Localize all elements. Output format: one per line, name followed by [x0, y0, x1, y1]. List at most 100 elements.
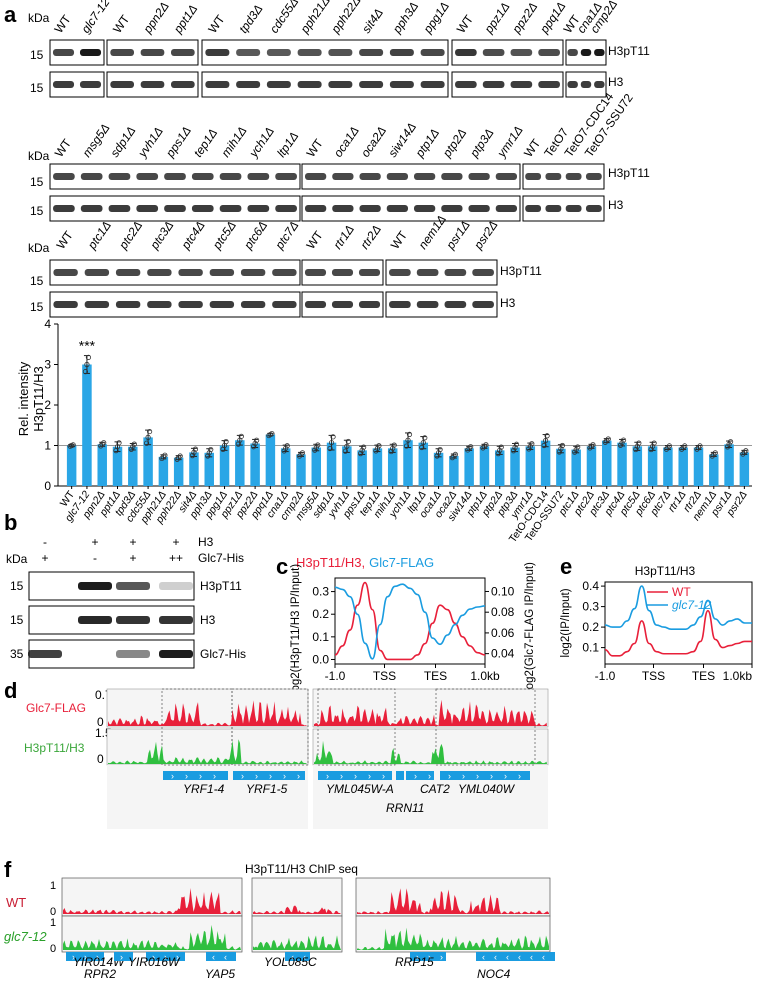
h3-label-row3: H3 — [500, 296, 516, 310]
bar-data-point — [483, 442, 489, 448]
band-h3pt11 — [80, 173, 103, 180]
bar-data-point — [177, 453, 183, 459]
bar-data-point — [130, 444, 136, 450]
bar-data-point — [437, 446, 443, 453]
band-h3pt11 — [304, 269, 327, 276]
strand-arrow-f: ‹ — [494, 952, 497, 962]
panel-e-title: H3pT11/H3 — [635, 564, 696, 578]
bar — [97, 444, 107, 486]
lane-label: ych1Δ — [246, 124, 277, 160]
panel-c-frame — [334, 577, 486, 665]
bar-data-point — [682, 443, 688, 449]
lane-label: WT — [388, 228, 411, 252]
signal-track — [253, 935, 341, 950]
band-h3 — [209, 301, 235, 308]
bar-data-point — [544, 433, 550, 439]
bar — [449, 456, 459, 486]
panel-e-letter: e — [560, 554, 572, 579]
band-h3 — [147, 301, 172, 308]
blot-row-2: WT msg5Δsdp1Δyvh1Δpps1Δtep1Δmih1Δych1Δltp… — [49, 90, 636, 222]
lane-label: ymr1Δ — [494, 123, 526, 160]
band-h3pt11 — [420, 49, 445, 56]
profile-line-glc7-12 — [604, 585, 752, 630]
bar-data-point — [176, 455, 182, 461]
bar-data-point — [101, 440, 107, 446]
bar-data-point — [388, 448, 394, 455]
marker-15-row2-top: 15 — [30, 175, 44, 189]
strand-arrow-f: › — [164, 952, 167, 962]
band-h3pt11 — [413, 173, 436, 180]
bar-data-point — [712, 450, 718, 456]
band-h3 — [510, 81, 533, 88]
band-h3pt11 — [178, 269, 203, 276]
band-h3pt11 — [236, 49, 261, 56]
bar-data-point — [619, 440, 625, 446]
bar-data-point — [665, 444, 671, 451]
h3-label-row1: H3 — [608, 75, 624, 89]
band-h3 — [420, 81, 445, 88]
band-h3 — [110, 81, 134, 88]
band-h3 — [545, 205, 562, 212]
band-h3 — [580, 81, 592, 88]
marker-15-row2-bottom: 15 — [30, 204, 44, 218]
bar-data-point — [342, 448, 348, 454]
band-b — [116, 616, 150, 624]
bar-data-point — [497, 447, 503, 453]
lane-label: WT — [52, 136, 75, 160]
bar-data-point — [327, 445, 333, 452]
bar-data-point — [405, 437, 411, 443]
panel-b-marker: 35 — [10, 647, 24, 661]
band-h3 — [272, 301, 297, 308]
strand-arrow: › — [448, 771, 451, 781]
bar — [479, 446, 490, 486]
band-h3pt11 — [110, 49, 134, 56]
band-h3 — [53, 301, 78, 308]
bar-data-point — [84, 361, 90, 368]
strand-arrow: › — [297, 771, 300, 781]
bar-data-point — [466, 445, 472, 451]
band-h3pt11 — [482, 49, 505, 56]
band-h3pt11 — [147, 269, 172, 276]
bar-data-point — [162, 452, 168, 458]
region-outline — [435, 688, 536, 766]
panel-f-title: H3pT11/H3 ChIP seq — [245, 862, 358, 876]
bar — [403, 440, 413, 486]
gene-bar-f — [206, 952, 236, 961]
bar — [326, 442, 337, 486]
bar-ytick-label: 0 — [44, 479, 51, 493]
bar-data-point — [128, 446, 134, 452]
track1-min: 0 — [97, 715, 104, 729]
panel-e-profile-plot: e H3pT11/H3 0.1 0.2 0.3 0.4 -1.0 TSS TES 1.0kb l… — [560, 554, 753, 683]
lane-label: ppn2Δ — [140, 0, 172, 37]
kda-label-row2: kDa — [28, 149, 50, 163]
bar-data-point — [205, 453, 211, 459]
bar — [189, 452, 199, 486]
band-h3pt11 — [510, 49, 533, 56]
band-h3pt11 — [108, 173, 131, 180]
strand-arrow-f: ‹ — [303, 952, 306, 962]
bar — [372, 448, 383, 486]
bar-data-point — [588, 443, 595, 449]
bar-data-point — [223, 439, 229, 445]
bar-data-point — [480, 445, 486, 451]
bar-data-point — [498, 444, 504, 450]
bar-data-point — [697, 443, 703, 449]
bar-chart: Rel. intensity H3pT11/H3 01234WTglc7-12p… — [16, 317, 752, 545]
bar-data-point — [727, 439, 734, 445]
panel-c-ytick-left-label: 0.2 — [312, 607, 329, 621]
bar — [494, 450, 505, 486]
band-h3 — [441, 205, 463, 212]
lane-label: pph21Δ — [297, 0, 333, 37]
panel-c-ytick-left-label: 0.0 — [312, 652, 329, 666]
bar-data-point — [328, 440, 335, 446]
bar-data-point — [741, 449, 747, 455]
bar-data-point — [374, 445, 381, 451]
panel-b-blot-label: Glc7-His — [200, 647, 246, 661]
panel-c-ytick-right-label: 0.08 — [491, 605, 515, 619]
gene-label-f: YAP5 — [205, 967, 235, 981]
lane-label: WT — [54, 228, 77, 252]
lane-label: ppt1Δ — [170, 2, 200, 37]
bar-data-point — [573, 446, 579, 453]
panel-f-wt-label: WT — [6, 895, 26, 910]
